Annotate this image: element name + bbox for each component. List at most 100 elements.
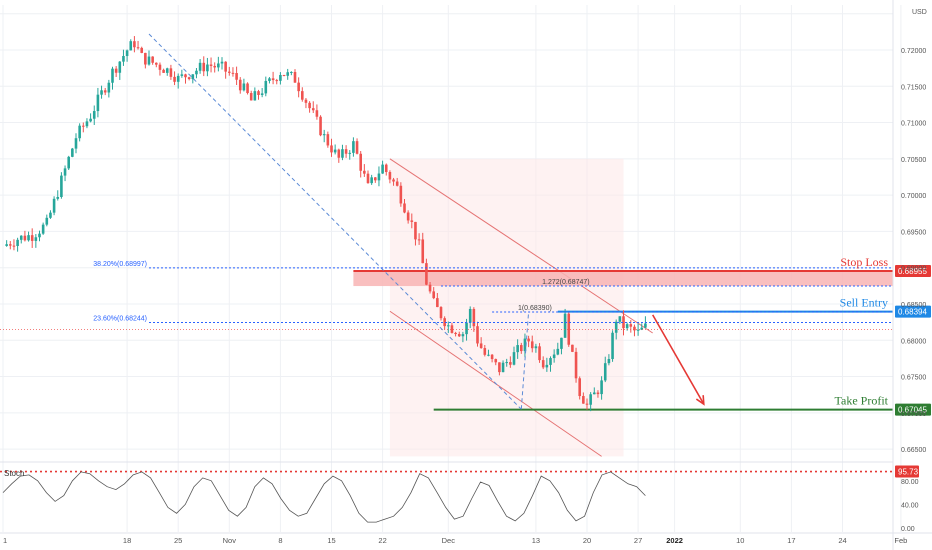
candle-body [176,75,180,82]
candle-body [319,116,322,136]
candle-body [38,233,41,238]
candle-body [476,326,479,344]
candle-body [301,91,304,100]
candle-body [377,173,381,181]
candle-body [238,79,242,91]
y-tick-label: 0.69500 [901,229,926,236]
y-tick-label: 0.72000 [901,48,926,55]
candle-body [136,47,140,49]
candle-body [16,239,19,246]
candle-body [571,344,574,352]
candle-body [403,203,406,213]
x-tick-label: 24 [838,536,846,545]
candle-body [297,82,300,92]
candle-body [461,334,465,337]
candle-body [578,378,581,397]
channel-zone [389,158,624,457]
candle-body [421,239,425,264]
price-tag [895,264,931,277]
y-tick-label: 0.70500 [901,157,926,164]
candle-body [545,364,549,368]
candle-body [487,354,490,356]
candle-body [34,237,38,241]
candle-body [315,110,319,117]
candle-body [552,354,556,359]
candle-body [399,185,403,204]
stochastic-panel: Stoch 95.73 80.00 40.00 0.00 [0,465,919,533]
candle-body [209,64,213,66]
y-tick-label: 0.67500 [901,375,926,382]
candle-body [443,318,446,327]
candle-body [381,164,384,174]
candle-body [520,345,523,352]
candle-body [107,82,111,93]
candle-body [556,348,560,355]
candle-body [596,392,600,395]
candle-body [355,141,359,154]
candle-body [352,141,355,153]
candle-body [410,220,414,222]
candle-body [82,125,85,127]
candle-body [494,359,498,363]
fib-retrace-line [520,311,530,410]
channel-upper-line [389,158,653,334]
fib-label: 23.60%(0.68244) [93,316,147,323]
candle-body [633,326,636,331]
candle-body [224,61,227,72]
candle-body [27,235,30,241]
candle-body [348,152,352,154]
stoch-tag [895,465,919,478]
candle-body [341,149,344,158]
candle-body [614,321,618,333]
candle-body [228,71,231,73]
candle-body [450,325,454,333]
price-tag [895,305,931,318]
stoch-tick-label: 40.00 [901,502,919,509]
candle-body [436,298,439,308]
candle-body [574,351,578,379]
candle-body [585,403,589,405]
candle-body [12,245,16,247]
candle-body [505,362,508,364]
candle-body [304,99,308,103]
candle-body [479,343,483,349]
candle-body [498,362,501,373]
candle-body [271,78,275,81]
y-tick-label: 0.71500 [901,84,926,91]
candle-body [567,313,571,345]
candle-body [85,121,89,127]
candle-body [165,68,169,73]
candle-body [439,307,443,319]
candle-body [162,69,165,73]
currency-label: USD [912,9,927,16]
x-tick-label: 27 [634,536,642,545]
take-profit-label: Take Profit [835,394,889,408]
fib-label: 1(0.68390) [518,305,552,312]
x-tick-label: Dec [442,536,456,545]
candle-body [111,68,114,83]
candle-body [644,323,647,328]
candle-body [257,91,260,95]
stop-loss-zone [353,270,893,287]
candle-body [344,149,348,154]
y-tick-label: 0.68000 [901,338,926,345]
candle-body [275,80,279,82]
candle-body [293,71,297,83]
candle-body [268,78,271,81]
candle-body [625,324,629,329]
candle-body [23,235,27,241]
candle-body [198,62,202,71]
candle-body [30,235,34,241]
stoch-title: Stoch [4,469,24,478]
candle-body [96,94,100,112]
annotations: 38.20%(0.68997) 23.60%(0.68244) 1.272(0.68… [0,33,931,416]
candle-body [465,322,468,335]
candle-body [45,217,49,225]
candle-body [187,77,191,80]
candle-body [527,338,530,342]
candle-body [457,334,461,337]
candle-body [326,134,330,146]
candle-body [534,346,538,349]
candle-body [125,50,129,57]
